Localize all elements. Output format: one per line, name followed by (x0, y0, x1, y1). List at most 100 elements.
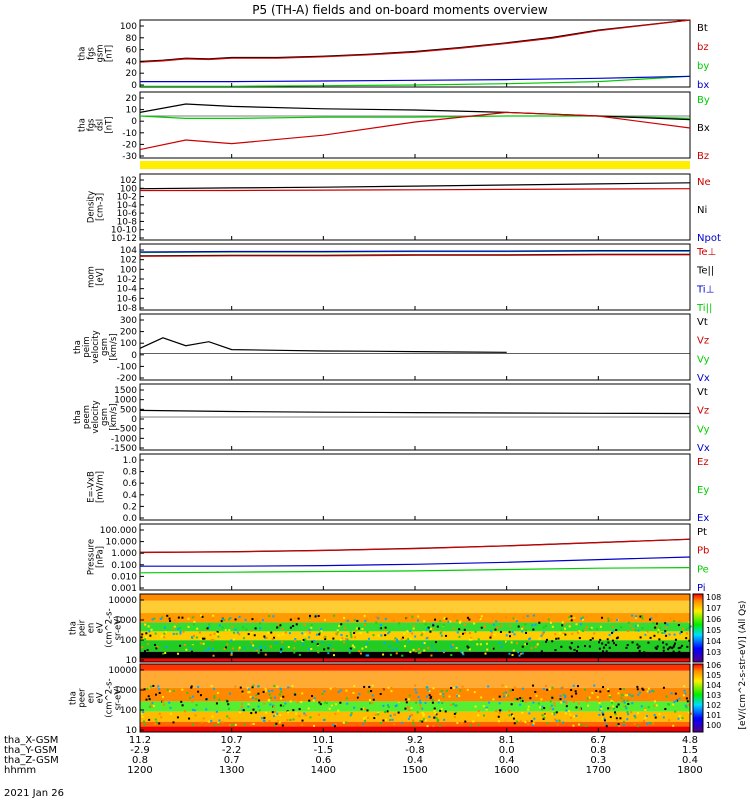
heatmap-cell (234, 723, 237, 726)
heatmap-cell (521, 697, 524, 700)
heatmap-cell (199, 614, 202, 617)
heatmap-cell (486, 648, 489, 651)
heatmap-cell (431, 644, 434, 647)
heatmap-cell (425, 637, 428, 640)
series-bz (139, 19, 691, 63)
heatmap-cell (632, 688, 635, 691)
heatmap-cell (239, 686, 242, 689)
y-label-line: fgs (87, 47, 97, 60)
heatmap-cell (297, 617, 300, 620)
y-tick-label: 10-6 (117, 209, 138, 219)
heatmap-cell (582, 616, 585, 619)
heatmap-cell (549, 707, 552, 710)
heatmap-cell (395, 647, 398, 650)
heatmap-cell (339, 638, 342, 641)
heatmap-cell (210, 685, 213, 688)
heatmap-cell (191, 645, 194, 648)
heatmap-cell (411, 615, 414, 618)
heatmap-cell (304, 633, 307, 636)
y-tick-label: 100 (120, 265, 137, 275)
heatmap-cell (677, 717, 680, 720)
heatmap-cell (570, 641, 573, 644)
heatmap-cell (306, 629, 309, 632)
heatmap-cell (377, 634, 380, 637)
heatmap-cell (371, 694, 374, 697)
heatmap-cell (143, 723, 146, 726)
series-Vt (139, 337, 507, 353)
heatmap-cell (559, 695, 562, 698)
heatmap-cell (201, 637, 204, 640)
heatmap-cell (541, 705, 544, 708)
heatmap-cell (601, 717, 604, 720)
heatmap-cell (295, 712, 298, 715)
heatmap-cell (284, 702, 287, 705)
heatmap-cell (270, 696, 273, 699)
heatmap-cell (598, 713, 601, 716)
heatmap-cell (626, 718, 629, 721)
heatmap-cell (292, 625, 295, 628)
heatmap-cell (302, 643, 305, 646)
y-label-line: fgs (87, 118, 97, 131)
heatmap-cell (411, 617, 414, 620)
heatmap-cell (186, 647, 189, 650)
heatmap-cell (250, 712, 253, 715)
heatmap-cell (654, 626, 657, 629)
legend-entry: Ey (697, 485, 709, 496)
y-tick-label: -500 (117, 425, 138, 435)
heatmap-cell (530, 647, 533, 650)
heatmap-cell (189, 697, 192, 700)
heatmap-cell (272, 705, 275, 708)
y-tick-label: 0 (131, 117, 137, 127)
heatmap-cell (332, 637, 335, 640)
y-label-line: [cm-3] (96, 193, 106, 221)
heatmap-cell (561, 624, 564, 627)
heatmap-cell (603, 719, 606, 722)
heatmap-cell (412, 724, 415, 727)
heatmap-cell (429, 697, 432, 700)
heatmap-cell (281, 641, 284, 644)
heatmap-cell (191, 650, 194, 653)
ephem-label: hhmm (4, 765, 36, 776)
heatmap-cell (230, 653, 233, 656)
ephem-value: 0.8 (590, 745, 606, 756)
heatmap-cell (549, 693, 552, 696)
heatmap-cell (247, 705, 250, 708)
heatmap-cell (557, 653, 560, 656)
heatmap-cell (154, 723, 157, 726)
heatmap-cell (578, 630, 581, 633)
heatmap-cell (335, 632, 338, 635)
heatmap-cell (604, 643, 607, 646)
heatmap-cell (263, 635, 266, 638)
heatmap-cell (679, 632, 682, 635)
heatmap-cell (654, 646, 657, 649)
y-tick-label: 100 (120, 636, 137, 646)
heatmap-cell (420, 706, 423, 709)
ephem-value: 1600 (494, 765, 519, 776)
heatmap-cell (271, 689, 274, 692)
heatmap-cell (210, 639, 213, 642)
heatmap-cell (630, 711, 633, 714)
heatmap-cell (191, 723, 194, 726)
heatmap-cell (649, 722, 652, 725)
heatmap-cell (150, 702, 153, 705)
heatmap-cell (666, 623, 669, 626)
heatmap-cell (215, 710, 218, 713)
heatmap-cell (555, 719, 558, 722)
heatmap-cell (258, 699, 261, 702)
heatmap-cell (529, 697, 532, 700)
heatmap-cell (159, 642, 162, 645)
heatmap-band (140, 651, 690, 659)
heatmap-cell (407, 698, 410, 701)
heatmap-cell (521, 630, 524, 633)
heatmap-cell (648, 722, 651, 725)
heatmap-cell (212, 617, 215, 620)
heatmap-cell (401, 636, 404, 639)
heatmap-cell (198, 631, 201, 634)
heatmap-cell (314, 615, 317, 618)
heatmap-cell (345, 689, 348, 692)
heatmap-cell (241, 690, 244, 693)
heatmap-cell (664, 622, 667, 625)
heatmap-cell (521, 687, 524, 690)
heatmap-cell (365, 645, 368, 648)
